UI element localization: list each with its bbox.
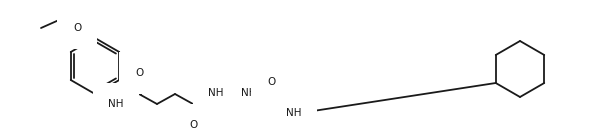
- Text: NH: NH: [286, 108, 302, 118]
- Text: NH: NH: [241, 88, 257, 98]
- Text: NH: NH: [108, 99, 124, 109]
- Text: O: O: [267, 77, 275, 87]
- Text: O: O: [189, 120, 197, 130]
- Text: O: O: [135, 68, 143, 78]
- Text: O: O: [135, 68, 143, 78]
- Text: O: O: [73, 23, 81, 33]
- Text: NH: NH: [208, 88, 224, 98]
